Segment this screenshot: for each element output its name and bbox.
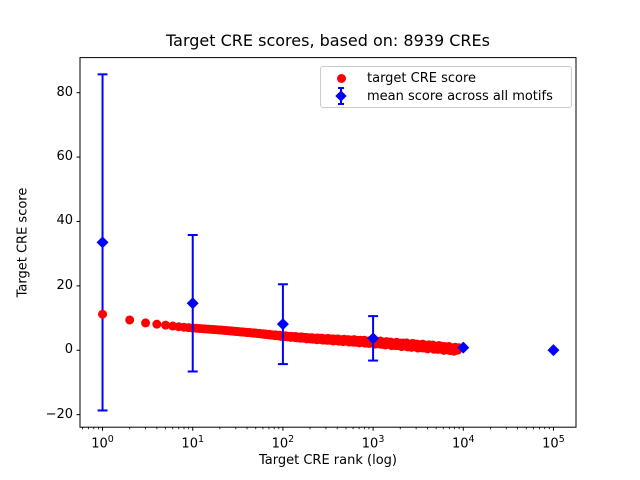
legend-item-label: target CRE score xyxy=(367,70,477,86)
chart-title: Target CRE scores, based on: 8939 CREs xyxy=(166,31,490,50)
y-tick-label: 60 xyxy=(56,149,73,165)
y-tick-label: 20 xyxy=(56,277,73,293)
legend-item: target CRE score xyxy=(321,69,571,87)
legend-item-label: mean score across all motifs xyxy=(367,88,553,104)
x-tick-label: 104 xyxy=(451,434,475,452)
legend-marker-mean-icon xyxy=(321,87,361,105)
y-tick-label: 40 xyxy=(56,213,73,229)
blue-errorbar-diamond-icon xyxy=(335,87,347,105)
x-tick-label: 103 xyxy=(361,434,385,452)
legend-item: mean score across all motifs xyxy=(321,87,571,105)
y-tick-label: 80 xyxy=(56,84,73,100)
y-axis-label: Target CRE score xyxy=(15,187,31,298)
legend-marker-target-icon xyxy=(321,73,361,83)
x-tick-label: 102 xyxy=(271,434,295,452)
red-dot-icon xyxy=(336,73,346,83)
legend: target CRE score mean score across all m… xyxy=(320,66,572,108)
x-tick-label: 105 xyxy=(542,434,565,452)
x-axis-label: Target CRE rank (log) xyxy=(259,453,397,468)
x-tick-label: 100 xyxy=(91,434,114,452)
y-tick-label: 0 xyxy=(64,342,73,358)
x-tick-label: 101 xyxy=(181,434,205,452)
y-tick-label: −20 xyxy=(45,406,73,422)
